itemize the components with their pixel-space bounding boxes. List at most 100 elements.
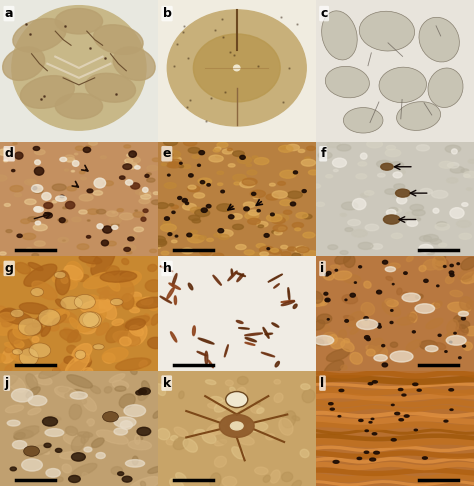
Ellipse shape <box>34 207 41 211</box>
Ellipse shape <box>454 315 462 322</box>
Ellipse shape <box>230 398 242 412</box>
Ellipse shape <box>328 245 337 249</box>
Ellipse shape <box>328 335 337 345</box>
Ellipse shape <box>64 434 84 446</box>
Ellipse shape <box>41 325 50 336</box>
Ellipse shape <box>198 164 201 166</box>
Ellipse shape <box>3 451 17 464</box>
Ellipse shape <box>195 235 202 239</box>
Ellipse shape <box>187 233 192 237</box>
Ellipse shape <box>49 417 54 421</box>
Ellipse shape <box>0 310 33 325</box>
Ellipse shape <box>251 406 263 413</box>
Ellipse shape <box>359 266 362 268</box>
Ellipse shape <box>0 306 10 322</box>
Ellipse shape <box>424 279 428 283</box>
Ellipse shape <box>458 311 468 316</box>
Ellipse shape <box>5 405 24 413</box>
Ellipse shape <box>170 478 184 488</box>
Ellipse shape <box>391 309 393 311</box>
Ellipse shape <box>309 170 319 175</box>
Ellipse shape <box>447 332 457 339</box>
Ellipse shape <box>395 412 400 415</box>
Ellipse shape <box>292 223 303 228</box>
Ellipse shape <box>234 65 240 71</box>
Ellipse shape <box>413 383 418 386</box>
Ellipse shape <box>358 162 367 166</box>
Ellipse shape <box>419 17 459 62</box>
Ellipse shape <box>326 175 333 178</box>
Ellipse shape <box>340 213 346 216</box>
Circle shape <box>226 391 248 407</box>
Ellipse shape <box>90 386 100 394</box>
Ellipse shape <box>307 146 315 150</box>
Ellipse shape <box>391 439 396 441</box>
Ellipse shape <box>26 387 40 398</box>
Ellipse shape <box>318 152 332 159</box>
Ellipse shape <box>279 145 293 152</box>
Ellipse shape <box>61 277 68 284</box>
Ellipse shape <box>65 427 78 435</box>
Ellipse shape <box>397 288 402 295</box>
Ellipse shape <box>174 296 176 305</box>
Ellipse shape <box>167 287 174 299</box>
Ellipse shape <box>164 150 181 158</box>
Ellipse shape <box>32 253 39 257</box>
Ellipse shape <box>315 339 324 346</box>
Ellipse shape <box>24 445 50 456</box>
Ellipse shape <box>55 271 70 295</box>
Ellipse shape <box>138 390 148 401</box>
Ellipse shape <box>103 226 112 233</box>
Ellipse shape <box>366 338 370 341</box>
Ellipse shape <box>466 188 472 190</box>
Ellipse shape <box>344 254 355 267</box>
Ellipse shape <box>194 193 205 198</box>
Ellipse shape <box>15 152 23 159</box>
Ellipse shape <box>83 368 93 374</box>
Ellipse shape <box>419 341 438 350</box>
Ellipse shape <box>73 386 90 396</box>
Ellipse shape <box>147 165 158 171</box>
Ellipse shape <box>38 309 60 326</box>
Ellipse shape <box>113 331 140 346</box>
Ellipse shape <box>280 200 292 205</box>
Ellipse shape <box>191 230 197 233</box>
Ellipse shape <box>11 354 30 363</box>
Ellipse shape <box>0 322 21 335</box>
Ellipse shape <box>79 431 86 437</box>
Ellipse shape <box>129 151 137 157</box>
Ellipse shape <box>287 191 302 199</box>
Ellipse shape <box>124 316 149 328</box>
Ellipse shape <box>292 480 301 488</box>
Ellipse shape <box>427 251 434 255</box>
Ellipse shape <box>294 246 308 253</box>
Ellipse shape <box>237 403 246 409</box>
Ellipse shape <box>103 181 113 186</box>
Ellipse shape <box>367 140 383 148</box>
Ellipse shape <box>404 212 419 219</box>
Ellipse shape <box>83 147 91 152</box>
Ellipse shape <box>246 164 252 166</box>
Ellipse shape <box>152 200 161 204</box>
Ellipse shape <box>357 457 362 460</box>
Ellipse shape <box>150 249 157 253</box>
Ellipse shape <box>65 393 87 405</box>
Ellipse shape <box>101 240 109 246</box>
Ellipse shape <box>216 155 221 158</box>
Ellipse shape <box>192 219 201 223</box>
Ellipse shape <box>237 274 244 282</box>
Ellipse shape <box>396 189 410 197</box>
Ellipse shape <box>24 264 57 286</box>
Ellipse shape <box>156 240 166 244</box>
Ellipse shape <box>11 388 33 402</box>
Ellipse shape <box>87 262 95 267</box>
Ellipse shape <box>172 211 175 213</box>
Ellipse shape <box>35 221 41 225</box>
Ellipse shape <box>0 354 6 362</box>
Ellipse shape <box>26 373 38 389</box>
Ellipse shape <box>74 153 78 155</box>
Ellipse shape <box>91 438 104 447</box>
Ellipse shape <box>164 183 176 188</box>
Ellipse shape <box>64 169 69 171</box>
Ellipse shape <box>270 470 280 483</box>
